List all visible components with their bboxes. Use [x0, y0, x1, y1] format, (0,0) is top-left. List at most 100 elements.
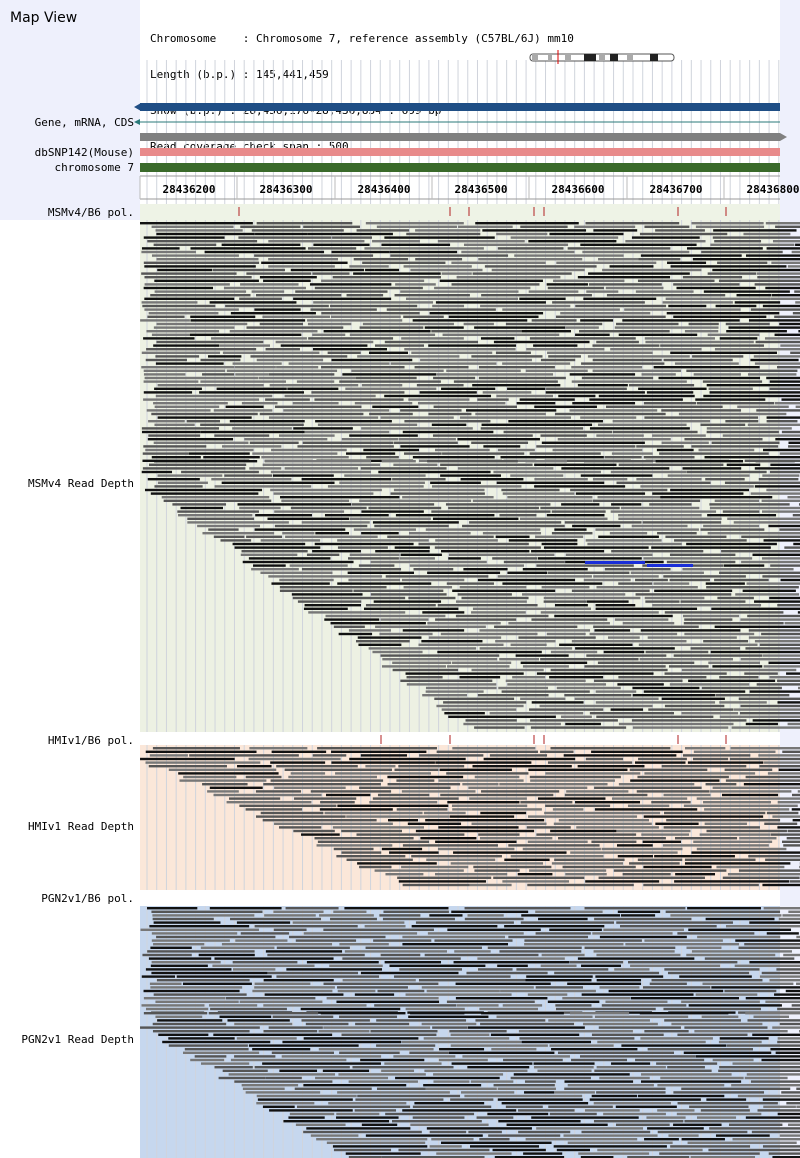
msm-read[interactable]	[242, 560, 354, 564]
pgn-read[interactable]	[360, 971, 459, 975]
pgn-read[interactable]	[762, 1098, 800, 1101]
msm-read[interactable]	[543, 600, 587, 603]
msm-read[interactable]	[202, 532, 275, 535]
msm-read[interactable]	[745, 722, 778, 726]
pgn-read[interactable]	[700, 1109, 750, 1112]
pgn-read[interactable]	[731, 1084, 800, 1087]
msm-read[interactable]	[394, 294, 470, 297]
msm-read[interactable]	[554, 614, 673, 618]
msm-read[interactable]	[370, 593, 447, 596]
pgn-read[interactable]	[357, 1094, 461, 1098]
msm-read[interactable]	[665, 535, 727, 538]
msm-read[interactable]	[654, 589, 733, 592]
msm-read[interactable]	[353, 272, 441, 275]
msm-read[interactable]	[372, 405, 419, 408]
track-label-hmi-depth[interactable]: HMIv1 Read Depth	[28, 820, 134, 833]
pgn-read[interactable]	[535, 910, 603, 913]
pgn-read[interactable]	[320, 1012, 406, 1015]
msm-read[interactable]	[359, 326, 424, 329]
pgn-read[interactable]	[183, 1051, 260, 1054]
msm-read[interactable]	[172, 503, 227, 506]
msm-read[interactable]	[347, 571, 415, 574]
msm-read[interactable]	[392, 661, 452, 664]
msm-read[interactable]	[765, 222, 800, 225]
msm-read[interactable]	[405, 672, 524, 675]
pgn-read[interactable]	[401, 1040, 522, 1044]
hmi-read[interactable]	[766, 811, 799, 815]
msm-read[interactable]	[256, 222, 353, 225]
msm-read[interactable]	[310, 308, 377, 311]
msm-read[interactable]	[321, 279, 425, 282]
pgn-read[interactable]	[524, 939, 642, 942]
pgn-read[interactable]	[219, 1015, 272, 1018]
msm-read[interactable]	[740, 658, 800, 661]
pgn-read[interactable]	[151, 971, 268, 975]
msm-read[interactable]	[346, 294, 384, 297]
pgn-read[interactable]	[596, 953, 681, 957]
pgn-read[interactable]	[508, 935, 589, 939]
hmi-read[interactable]	[721, 793, 779, 797]
msm-read[interactable]	[597, 423, 687, 426]
pgn-read[interactable]	[208, 1012, 319, 1015]
hmi-read[interactable]	[663, 826, 760, 829]
msm-read[interactable]	[157, 481, 208, 484]
hmi-read[interactable]	[758, 754, 800, 757]
msm-read[interactable]	[529, 452, 601, 455]
pgn-read[interactable]	[282, 1040, 402, 1044]
msm-read[interactable]	[437, 604, 538, 607]
msm-read[interactable]	[721, 550, 800, 553]
msm-read[interactable]	[499, 658, 540, 661]
pgn-read[interactable]	[405, 1007, 465, 1011]
msm-read[interactable]	[567, 247, 671, 250]
msm-read[interactable]	[457, 438, 540, 441]
pgn-read[interactable]	[540, 964, 577, 967]
msm-read[interactable]	[618, 517, 722, 520]
msm-read[interactable]	[717, 596, 754, 600]
pgn-read[interactable]	[781, 1091, 800, 1094]
pgn-read[interactable]	[657, 1109, 695, 1112]
msm-read[interactable]	[146, 409, 211, 412]
msm-read[interactable]	[246, 326, 344, 329]
msm-read[interactable]	[666, 312, 780, 315]
msm-read[interactable]	[276, 366, 319, 369]
pgn-read[interactable]	[276, 975, 380, 978]
msm-read[interactable]	[610, 510, 717, 513]
pgn-read[interactable]	[594, 1015, 689, 1018]
msm-read[interactable]	[330, 315, 401, 318]
hmi-read[interactable]	[598, 876, 705, 879]
pgn-read[interactable]	[663, 1007, 761, 1011]
pgn-read[interactable]	[225, 997, 316, 1000]
msm-read[interactable]	[543, 546, 649, 549]
pgn-read[interactable]	[761, 1058, 800, 1062]
msm-read[interactable]	[596, 340, 639, 344]
hmi-read[interactable]	[643, 865, 712, 869]
msm-read[interactable]	[768, 524, 800, 528]
pgn-read[interactable]	[589, 1098, 701, 1101]
msm-read[interactable]	[143, 391, 193, 394]
msm-read[interactable]	[430, 481, 481, 484]
msm-read[interactable]	[598, 535, 659, 538]
msm-read[interactable]	[558, 394, 596, 398]
msm-read[interactable]	[431, 485, 522, 488]
msm-read[interactable]	[737, 405, 789, 408]
pgn-read[interactable]	[281, 1055, 382, 1058]
hmi-read[interactable]	[148, 765, 227, 768]
msm-read[interactable]	[428, 636, 502, 639]
msm-read[interactable]	[651, 546, 771, 549]
msm-read[interactable]	[540, 506, 620, 510]
pgn-read[interactable]	[230, 1058, 347, 1062]
pgn-read[interactable]	[635, 1058, 705, 1062]
msm-read[interactable]	[437, 650, 542, 654]
msm-read[interactable]	[375, 625, 486, 628]
pgn-read[interactable]	[326, 1141, 426, 1144]
track-label-hmi-pol[interactable]: HMIv1/B6 pol.	[47, 734, 134, 747]
hmi-read[interactable]	[692, 757, 729, 761]
hmi-read[interactable]	[152, 747, 240, 750]
msm-read[interactable]	[519, 398, 575, 401]
pgn-read[interactable]	[303, 932, 418, 935]
msm-read[interactable]	[748, 636, 800, 639]
hmi-read[interactable]	[451, 804, 528, 807]
msm-read[interactable]	[234, 546, 321, 549]
msm-read[interactable]	[435, 618, 517, 621]
msm-read[interactable]	[658, 376, 761, 380]
